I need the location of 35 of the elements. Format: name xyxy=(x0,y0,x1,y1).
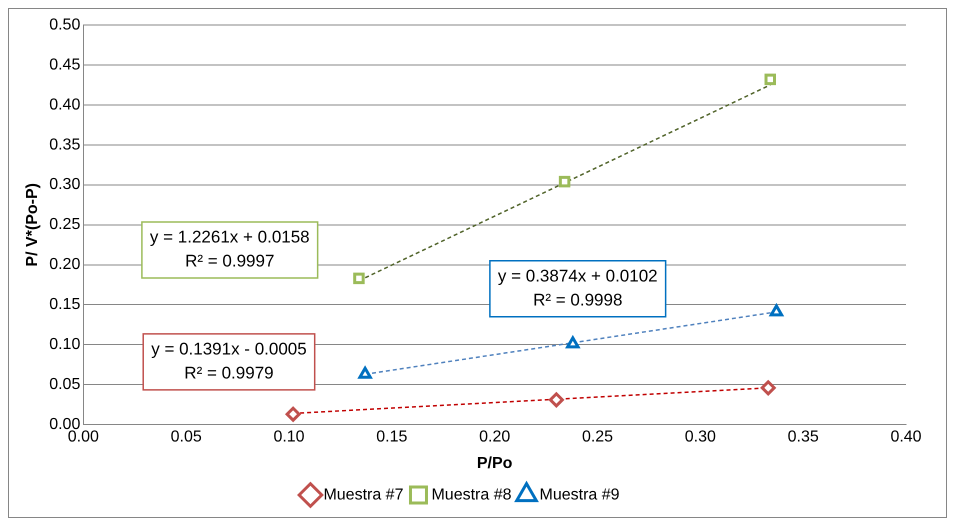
x-tick-label: 0.30 xyxy=(684,428,716,446)
point xyxy=(566,336,580,348)
y-tick-label: 0.40 xyxy=(49,96,80,114)
annotation: y = 0.1391x - 0.0005 R² = 0.9979 xyxy=(151,340,307,383)
y-tick-label: 0.05 xyxy=(49,376,80,394)
point xyxy=(764,74,776,86)
x-tick-label: 0.05 xyxy=(170,428,202,446)
point xyxy=(286,406,301,422)
y-tick-label: 0.10 xyxy=(49,336,80,354)
x-tick-label: 0.40 xyxy=(890,428,922,446)
x-tick-label: 0.35 xyxy=(788,428,819,446)
y-tick-label: 0.50 xyxy=(49,16,80,34)
point xyxy=(353,272,365,284)
point xyxy=(548,392,564,408)
point xyxy=(760,380,776,396)
annotation: y = 1.2261x + 0.0158 R² = 0.9997 xyxy=(150,228,310,271)
x-tick-label: 0.20 xyxy=(479,428,510,446)
x-tick-label: 0.15 xyxy=(376,428,408,446)
x-tick-label: 0.25 xyxy=(582,428,614,446)
x-tick-label: 0.10 xyxy=(273,428,305,446)
x-axis-title: P/Po xyxy=(476,454,513,472)
point xyxy=(358,366,372,379)
y-tick-label: 0.25 xyxy=(49,216,80,234)
legend-label: Muestra #8 xyxy=(431,486,512,504)
legend-label: Muestra #7 xyxy=(323,486,404,504)
y-tick-label: 0.45 xyxy=(49,56,80,74)
y-tick-label: 0.15 xyxy=(49,296,80,314)
point xyxy=(770,304,784,316)
y-axis-title: P/ V*(Po-P) xyxy=(24,183,42,267)
y-tick-label: 0.35 xyxy=(49,136,80,154)
point xyxy=(558,176,570,188)
y-tick-label: 0.20 xyxy=(49,256,80,274)
legend-label: Muestra #9 xyxy=(540,486,620,504)
annotation: y = 0.3874x + 0.0102 R² = 0.9998 xyxy=(498,266,658,310)
y-tick-label: 0.30 xyxy=(49,176,80,194)
